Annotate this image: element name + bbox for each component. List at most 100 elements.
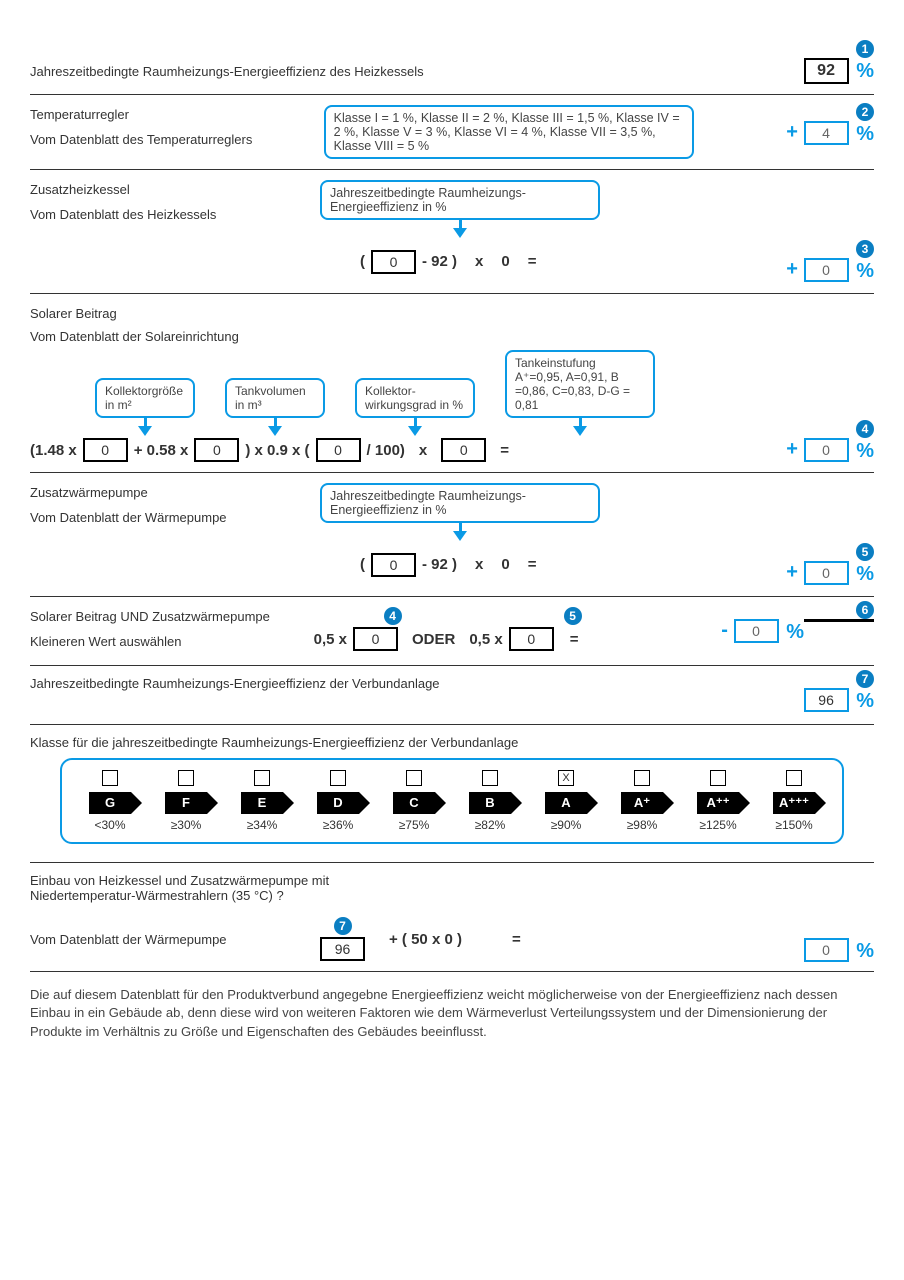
s5-pct: %	[856, 563, 874, 586]
badge-6: 6	[856, 601, 874, 619]
s4-v2: 0	[194, 438, 239, 462]
section-6: Solarer Beitrag UND Zusatzwärmepumpe Kle…	[30, 601, 874, 661]
eff-label: A	[545, 792, 587, 814]
s2-callout: Klasse I = 1 %, Klasse II = 2 %, Klasse …	[324, 105, 694, 159]
badge-7: 7	[856, 670, 874, 688]
s4-v4: 0	[441, 438, 486, 462]
section-1: Jahreszeitbedingte Raumheizungs-Energiee…	[30, 40, 874, 90]
badge-1: 1	[856, 40, 874, 58]
s6-f1: 0,5 x	[314, 631, 347, 648]
s5-sub: Vom Datenblatt der Wärmepumpe	[30, 510, 320, 525]
s6-eq: =	[570, 631, 579, 648]
section-2: Temperaturregler Vom Datenblatt des Temp…	[30, 99, 874, 165]
s2-pct: %	[856, 123, 874, 146]
eff-label: F	[165, 792, 207, 814]
eff-class-item: XA≥90%	[532, 770, 600, 832]
s9-sub: Vom Datenblatt der Wärmepumpe	[30, 932, 320, 947]
s5-v1: 0	[371, 553, 416, 577]
arrow-icon	[453, 228, 467, 238]
s3-pct: %	[856, 260, 874, 283]
s6-title: Solarer Beitrag UND Zusatzwärmepumpe	[30, 609, 310, 624]
s3-v1: 0	[371, 250, 416, 274]
eff-label: D	[317, 792, 359, 814]
eff-class-item: D ≥36%	[304, 770, 372, 832]
eff-class-item: G<30%	[76, 770, 144, 832]
s9-value: 0	[804, 938, 849, 962]
s6-pct: %	[786, 621, 804, 644]
s5-value: 0	[804, 561, 849, 585]
eff-label: A⁺	[621, 792, 663, 814]
s4-f3: ) x 0.9 x (	[245, 442, 309, 459]
s3-value: 0	[804, 258, 849, 282]
s9-eq: =	[512, 931, 521, 948]
badge-5b: 5	[564, 607, 582, 625]
s4-value: 0	[804, 438, 849, 462]
s2-title: Temperaturregler	[30, 107, 320, 122]
eff-range: ≥34%	[228, 818, 296, 832]
s5-f-minus: - 92 )	[422, 556, 457, 573]
badge-2: 2	[856, 103, 874, 121]
eff-checkbox	[330, 770, 346, 786]
efficiency-classes: G<30% F ≥30% E ≥34% D ≥36% C≥75% B ≥82% XA≥90%A⁺≥9…	[60, 758, 844, 844]
section-7: Jahreszeitbedingte Raumheizungs-Energiee…	[30, 670, 874, 720]
s4-c1: Kollektorgröße in m²	[95, 378, 195, 418]
eff-label: G	[89, 792, 131, 814]
s6-sub: Kleineren Wert auswählen	[30, 634, 310, 649]
section-8: Klasse für die jahreszeitbedingte Raumhe…	[30, 729, 874, 858]
s5-title: Zusatzwärmepumpe	[30, 485, 320, 500]
s4-c3: Kollektor-wirkungsgrad in %	[355, 378, 475, 418]
eff-label: A⁺⁺⁺	[773, 792, 815, 814]
s2-sub: Vom Datenblatt des Temperaturreglers	[30, 132, 320, 147]
s4-f4: / 100)	[367, 442, 405, 459]
badge-3: 3	[856, 240, 874, 258]
s2-value: 4	[804, 121, 849, 145]
s1-pct: %	[856, 60, 874, 83]
eff-label: B	[469, 792, 511, 814]
eff-class-item: E ≥34%	[228, 770, 296, 832]
eff-class-item: F ≥30%	[152, 770, 220, 832]
eff-class-item: A⁺⁺ ≥125%	[684, 770, 752, 832]
s3-op: +	[786, 258, 798, 281]
s9-pct: %	[856, 940, 874, 963]
s9-title: Einbau von Heizkessel und Zusatzwärmepum…	[30, 873, 390, 903]
eff-label: A⁺⁺	[697, 792, 739, 814]
eff-range: ≥82%	[456, 818, 524, 832]
section-5: Zusatzwärmepumpe Vom Datenblatt der Wärm…	[30, 477, 874, 592]
section-3: Zusatzheizkessel Vom Datenblatt des Heiz…	[30, 174, 874, 289]
eff-label: C	[393, 792, 435, 814]
s4-sub: Vom Datenblatt der Solareinrichtung	[30, 329, 874, 344]
s6-value: 0	[734, 619, 779, 643]
s1-title: Jahreszeitbedingte Raumheizungs-Energiee…	[30, 46, 874, 79]
s4-op: +	[786, 438, 798, 461]
s3-f-mult: 0	[501, 253, 509, 270]
eff-class-item: A⁺⁺⁺≥150%	[760, 770, 828, 832]
eff-class-item: A⁺≥98%	[608, 770, 676, 832]
eff-range: ≥30%	[152, 818, 220, 832]
eff-class-item: C≥75%	[380, 770, 448, 832]
eff-range: ≥36%	[304, 818, 372, 832]
s6-oder: ODER	[412, 631, 455, 648]
eff-checkbox	[786, 770, 802, 786]
eff-label: E	[241, 792, 283, 814]
s3-f-minus: - 92 )	[422, 253, 457, 270]
eff-class-item: B ≥82%	[456, 770, 524, 832]
s4-pct: %	[856, 440, 874, 463]
s6-op: -	[721, 619, 728, 642]
s9-f: + ( 50 x 0 )	[389, 931, 462, 948]
s4-c4: Tankeinstufung A⁺=0,95, A=0,91, B =0,86,…	[505, 350, 655, 418]
s5-f-open: (	[360, 556, 365, 573]
badge-4: 4	[856, 420, 874, 438]
eff-range: ≥125%	[684, 818, 752, 832]
eff-checkbox	[178, 770, 194, 786]
badge-5: 5	[856, 543, 874, 561]
eff-checkbox	[254, 770, 270, 786]
eff-checkbox	[406, 770, 422, 786]
arrow-icon	[453, 531, 467, 541]
s5-f-eq: =	[528, 556, 537, 573]
footnote: Die auf diesem Datenblatt für den Produk…	[30, 986, 874, 1041]
arrow-icon	[573, 426, 587, 436]
s4-v1: 0	[83, 438, 128, 462]
s2-op: +	[786, 121, 798, 144]
section-4: Solarer Beitrag Vom Datenblatt der Solar…	[30, 298, 874, 468]
s3-f-x: x	[475, 253, 483, 270]
